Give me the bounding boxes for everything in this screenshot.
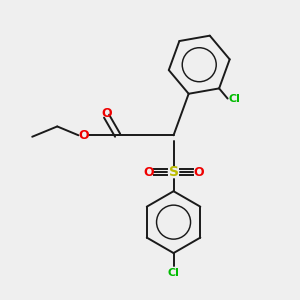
Text: Cl: Cl [168,268,179,278]
Text: Cl: Cl [228,94,240,103]
Text: O: O [78,129,89,142]
Text: O: O [193,166,204,178]
Text: O: O [143,166,154,178]
Text: S: S [169,165,178,179]
Text: O: O [101,107,112,120]
